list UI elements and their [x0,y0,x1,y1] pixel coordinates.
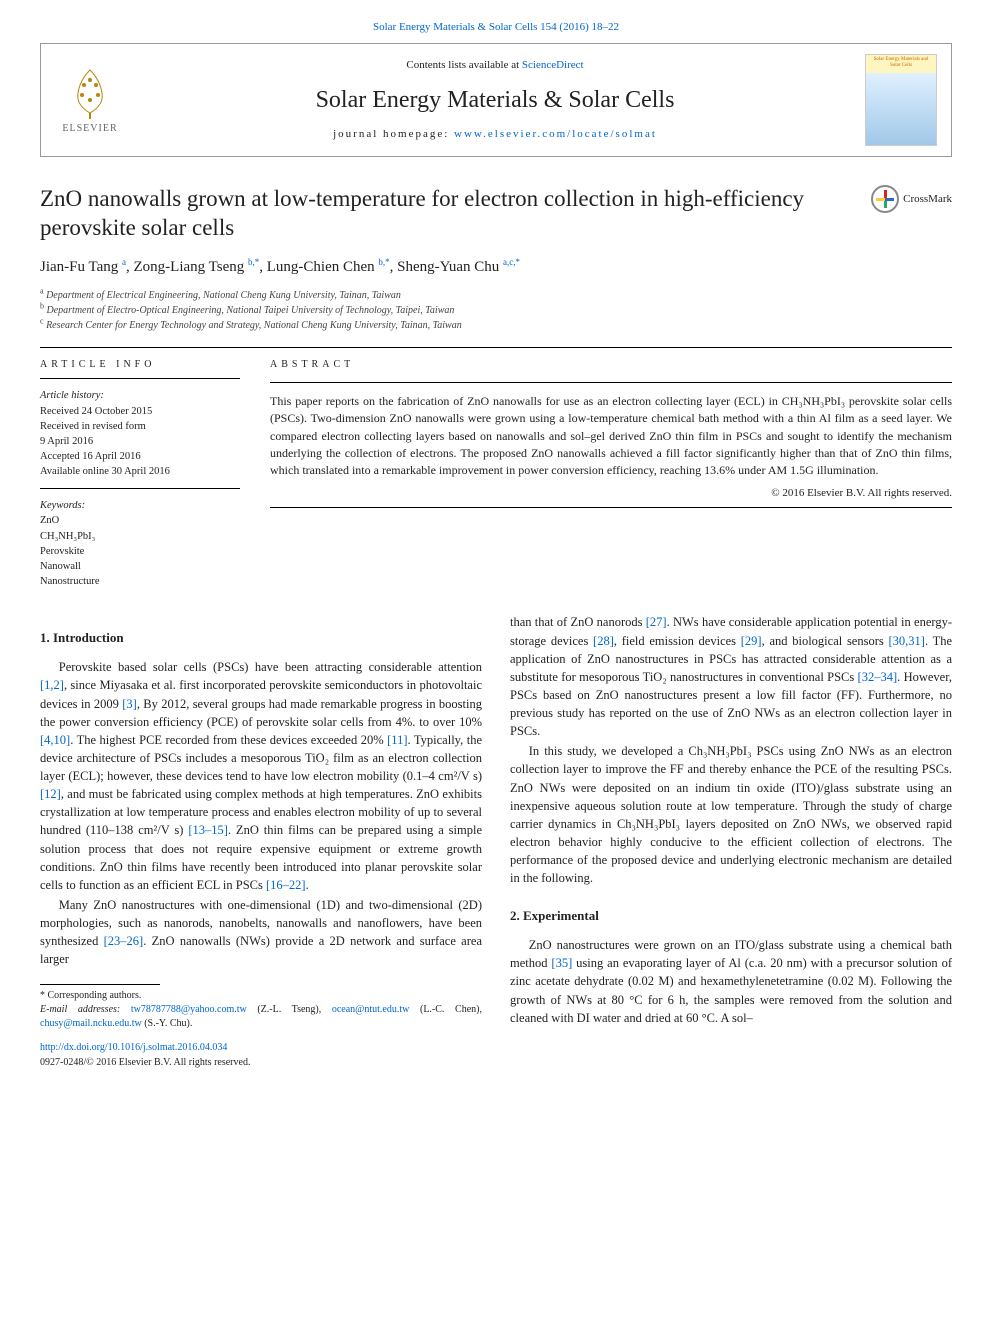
crossmark-badge[interactable]: CrossMark [871,185,952,213]
divider [270,382,952,383]
issn-line: 0927-0248/© 2016 Elsevier B.V. All right… [40,1056,482,1071]
keywords-label: Keywords: [40,499,240,514]
article-info: ARTICLE INFO Article history: Received 2… [40,358,240,590]
corresponding-label: * Corresponding authors. [40,989,482,1003]
affiliation: b Department of Electro-Optical Engineer… [40,303,952,318]
doi-link[interactable]: http://dx.doi.org/10.1016/j.solmat.2016.… [40,1042,227,1053]
authors-list: Jian-Fu Tang a, Zong-Liang Tseng b,*, Lu… [40,257,952,278]
keyword: Nanowall [40,559,240,574]
contents-prefix: Contents lists available at [406,59,521,71]
journal-homepage: journal homepage: www.elsevier.com/locat… [139,127,851,142]
divider [40,378,240,379]
divider [40,347,952,348]
keyword: Perovskite [40,544,240,559]
divider [270,507,952,508]
keyword: ZnO [40,513,240,528]
journal-title: Solar Energy Materials & Solar Cells [139,84,851,118]
affiliation: c Research Center for Energy Technology … [40,318,952,333]
keyword: Nanostructure [40,574,240,589]
abstract-text: This paper reports on the fabrication of… [270,393,952,480]
col2-paragraph-2: In this study, we developed a Ch₃NH₃PbI₃… [510,742,952,887]
article-title: ZnO nanowalls grown at low-temperature f… [40,185,851,243]
history-line: Available online 30 April 2016 [40,464,240,479]
header-center: Contents lists available at ScienceDirec… [139,58,851,142]
sciencedirect-link[interactable]: ScienceDirect [522,59,584,71]
crossmark-icon [871,185,899,213]
citation-link[interactable]: Solar Energy Materials & Solar Cells 154… [40,20,952,35]
divider [40,488,240,489]
contents-available: Contents lists available at ScienceDirec… [139,58,851,73]
intro-heading: 1. Introduction [40,629,482,648]
crossmark-label: CrossMark [903,192,952,207]
history-label: Article history: [40,389,240,404]
footnotes: * Corresponding authors. E-mail addresse… [40,989,482,1031]
homepage-prefix: journal homepage: [333,128,454,140]
experimental-heading: 2. Experimental [510,907,952,926]
homepage-link[interactable]: www.elsevier.com/locate/solmat [454,128,657,140]
history-line: Received in revised form [40,419,240,434]
intro-paragraph-1: Perovskite based solar cells (PSCs) have… [40,658,482,894]
cover-label: Solar Energy Materials and Solar Cells [868,57,934,68]
journal-cover-thumbnail[interactable]: Solar Energy Materials and Solar Cells [865,54,937,146]
body-columns: 1. Introduction Perovskite based solar c… [40,613,952,1070]
intro-paragraph-2: Many ZnO nanostructures with one-dimensi… [40,896,482,969]
history-line: Received 24 October 2015 [40,404,240,419]
elsevier-logo[interactable]: ELSEVIER [55,60,125,140]
experimental-paragraph-1: ZnO nanostructures were grown on an ITO/… [510,936,952,1027]
abstract-copyright: © 2016 Elsevier B.V. All rights reserved… [270,486,952,501]
abstract: ABSTRACT This paper reports on the fabri… [270,358,952,590]
doi-line: http://dx.doi.org/10.1016/j.solmat.2016.… [40,1041,482,1056]
journal-header: ELSEVIER Contents lists available at Sci… [40,43,952,157]
info-heading: ARTICLE INFO [40,358,240,372]
affiliation: a Department of Electrical Engineering, … [40,288,952,303]
history-line: Accepted 16 April 2016 [40,449,240,464]
abstract-heading: ABSTRACT [270,358,952,372]
elsevier-label: ELSEVIER [62,122,117,136]
email-addresses: E-mail addresses: tw78787788@yahoo.com.t… [40,1003,482,1031]
affiliations: a Department of Electrical Engineering, … [40,288,952,333]
keyword: CH₃NH₃PbI₃ [40,529,240,544]
history-line: 9 April 2016 [40,434,240,449]
elsevier-tree-icon [60,65,120,120]
footnote-divider [40,984,160,985]
col2-paragraph-1: than that of ZnO nanorods [27]. NWs have… [510,613,952,740]
